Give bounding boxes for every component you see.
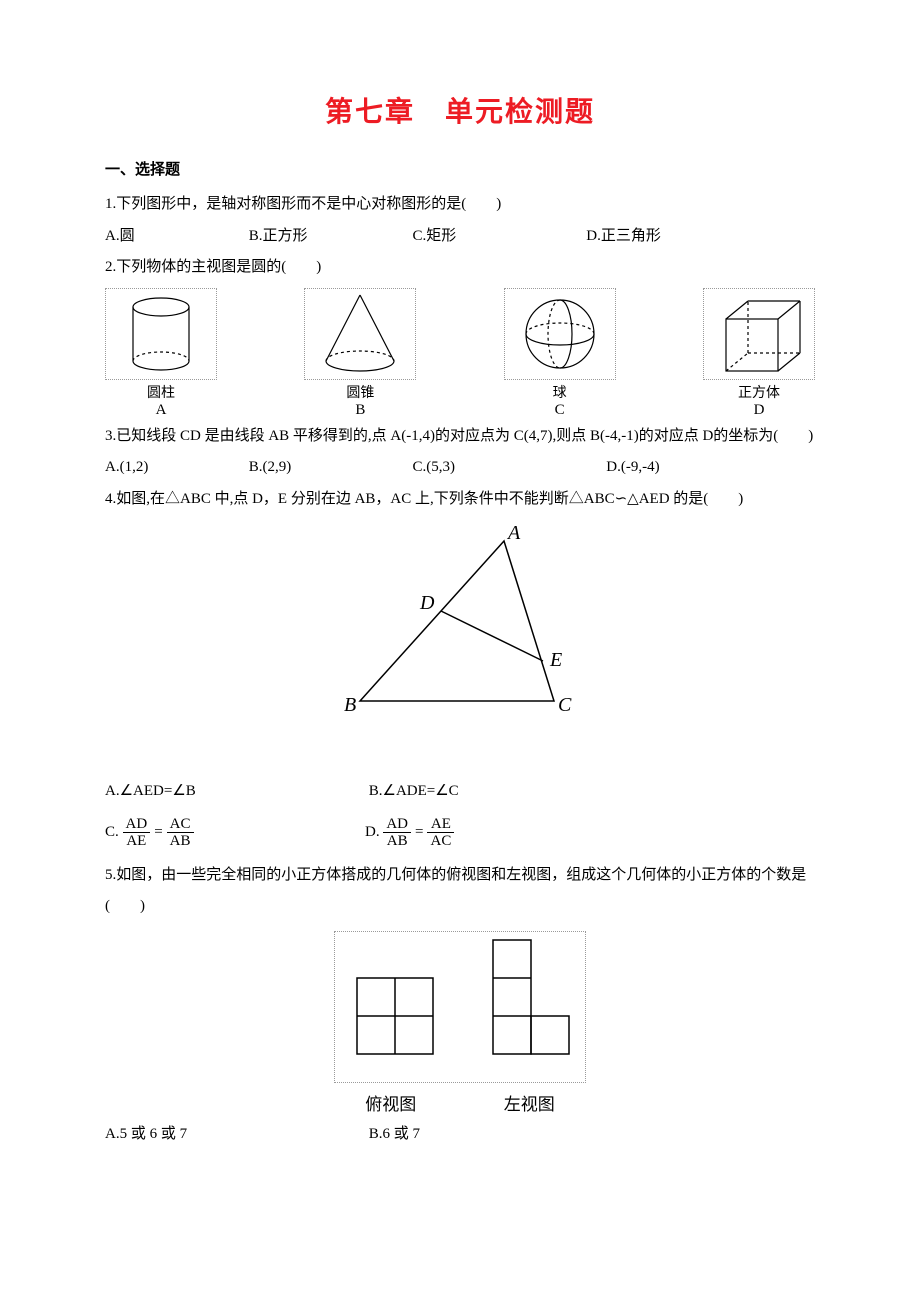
q2-caption-a: 圆柱 [105, 382, 217, 402]
q4-c-den2: AB [167, 833, 194, 850]
q1-opt-c: C.矩形 [413, 221, 583, 253]
q4-label-D: D [419, 592, 435, 614]
question-4-options-cd: C. AD AE = AC AB D. AD AB = AE AC [105, 816, 815, 850]
q2-letter-d: D [703, 402, 815, 419]
q4-d-den1: AB [383, 833, 411, 850]
q4-label-C: C [558, 694, 572, 716]
q4-label-A: A [506, 522, 521, 544]
q5-opt-a: A.5 或 6 或 7 [105, 1119, 365, 1151]
q2-caption-b: 圆锥 [304, 382, 416, 402]
q3-opt-a: A.(1,2) [105, 452, 245, 484]
equals-icon: = [415, 824, 423, 841]
sphere-icon [504, 288, 616, 380]
question-2-text: 2.下列物体的主视图是圆的( ) [105, 252, 815, 284]
q3-opt-b: B.(2,9) [249, 452, 409, 484]
q2-fig-c: 球 C [504, 288, 616, 419]
q4-c-frac-right: AC AB [167, 816, 194, 850]
q4-opt-d: D. AD AB = AE AC [365, 816, 454, 850]
q4-c-num2: AC [167, 816, 194, 834]
equals-icon: = [154, 824, 162, 841]
cube-icon [703, 288, 815, 380]
question-1-options: A.圆 B.正方形 C.矩形 D.正三角形 [105, 221, 815, 253]
cone-icon [304, 288, 416, 380]
q4-d-num1: AD [383, 816, 411, 834]
q5-caption-left: 左视图 [474, 1090, 584, 1115]
q4-d-frac-left: AD AB [383, 816, 411, 850]
q2-letter-b: B [304, 402, 416, 419]
q2-caption-d: 正方体 [703, 382, 815, 402]
views-diagram [334, 931, 586, 1083]
question-3-options: A.(1,2) B.(2,9) C.(5,3) D.(-9,-4) [105, 452, 815, 484]
q2-fig-a: 圆柱 A [105, 288, 217, 419]
q1-opt-b: B.正方形 [249, 221, 409, 253]
q4-label-E: E [549, 649, 562, 671]
q4-d-prefix: D. [365, 824, 380, 841]
q4-c-frac-left: AD AE [123, 816, 151, 850]
question-4-options-ab: A.∠AED=∠B B.∠ADE=∠C [105, 776, 815, 808]
q4-figure: A B C D E [105, 521, 815, 726]
q2-letter-c: C [504, 402, 616, 419]
q1-opt-a: A.圆 [105, 221, 245, 253]
q2-caption-c: 球 [504, 382, 616, 402]
question-4-text: 4.如图,在△ABC 中,点 D，E 分别在边 AB，AC 上,下列条件中不能判… [105, 484, 815, 516]
q5-caption-top: 俯视图 [336, 1090, 446, 1115]
q4-opt-a: A.∠AED=∠B [105, 776, 365, 808]
question-1-text: 1.下列图形中，是轴对称图形而不是中心对称图形的是( ) [105, 189, 815, 221]
question-5-text: 5.如图，由一些完全相同的小正方体搭成的几何体的俯视图和左视图，组成这个几何体的… [105, 860, 815, 923]
q3-opt-d: D.(-9,-4) [606, 452, 659, 484]
q4-c-num1: AD [123, 816, 151, 834]
question-3-text: 3.已知线段 CD 是由线段 AB 平移得到的,点 A(-1,4)的对应点为 C… [105, 421, 815, 453]
page-title: 第七章 单元检测题 [105, 90, 815, 130]
q2-fig-d: 正方体 D [703, 288, 815, 419]
cylinder-icon [105, 288, 217, 380]
q2-letter-a: A [105, 402, 217, 419]
q1-opt-d: D.正三角形 [586, 221, 661, 253]
q2-fig-b: 圆锥 B [304, 288, 416, 419]
section-heading-1: 一、选择题 [105, 158, 815, 179]
q4-opt-b: B.∠ADE=∠C [369, 776, 459, 808]
q4-c-prefix: C. [105, 824, 119, 841]
q5-opt-b: B.6 或 7 [369, 1119, 420, 1151]
question-5-options: A.5 或 6 或 7 B.6 或 7 [105, 1119, 815, 1151]
q3-opt-c: C.(5,3) [413, 452, 603, 484]
triangle-diagram: A B C D E [330, 521, 590, 721]
q4-label-B: B [344, 694, 356, 716]
q4-opt-c: C. AD AE = AC AB [105, 816, 365, 850]
q5-figure: 俯视图 左视图 [105, 931, 815, 1115]
question-2-figures: 圆柱 A 圆锥 B 球 C [105, 288, 815, 419]
q4-d-frac-right: AE AC [427, 816, 454, 850]
q4-d-num2: AE [427, 816, 454, 834]
q4-d-den2: AC [427, 833, 454, 850]
q4-c-den1: AE [123, 833, 151, 850]
